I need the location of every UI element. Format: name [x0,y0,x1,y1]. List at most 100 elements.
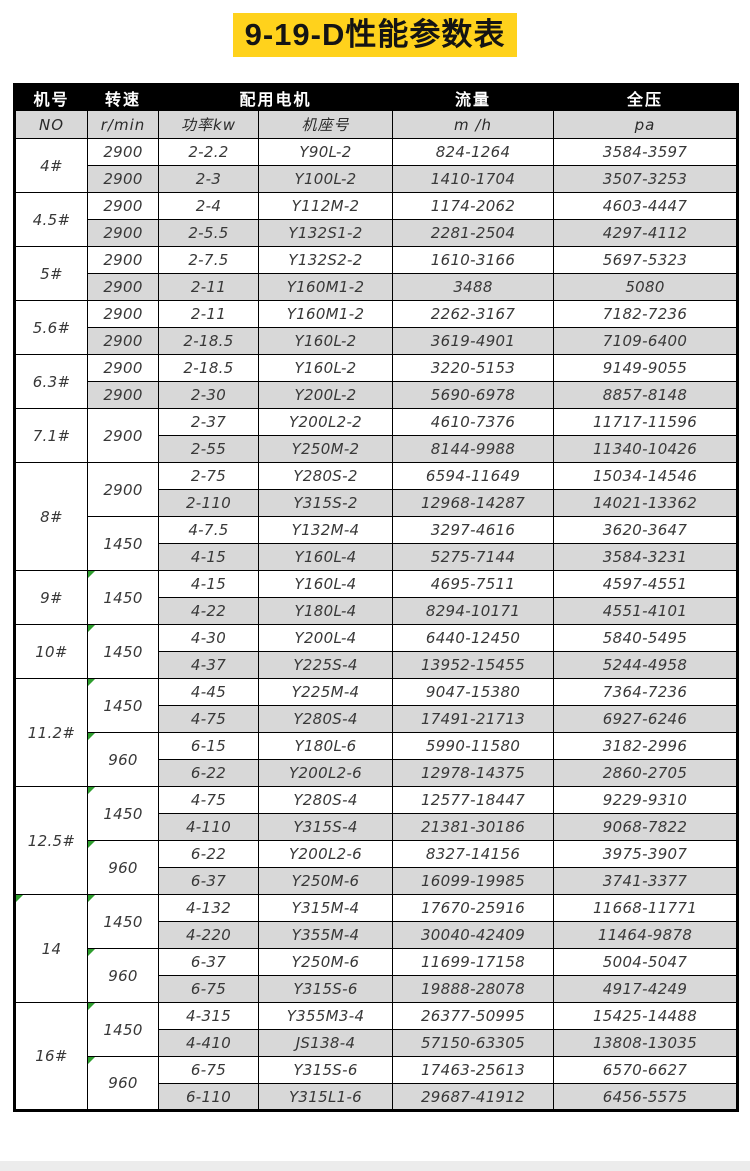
cell-pressure: 14021-13362 [553,489,739,517]
cell-power: 4-220 [158,921,259,949]
table-row: 7.1# 2900 2-37 Y200L2-2 4610-7376 11717-11596 [14,408,739,463]
cell-text: 5990-11580 [425,737,521,755]
header-speed: 转速 [87,84,159,111]
cell-text: 9068-7822 [602,818,688,836]
cell-text: 3488 [453,278,493,296]
cell-power: 4-110 [158,813,259,841]
cell-flow: 57150-63305 [392,1029,555,1057]
cell-flow: 8294-10171 [392,597,555,625]
cell-corner-flag-icon [88,1003,95,1010]
cell-text: 5004-5047 [602,953,688,971]
cell-text: Y355M3-4 [286,1007,365,1025]
header-unit-frame: 机座号 [257,110,394,139]
table-row: 4-37 Y225S-4 13952-15455 5244-4958 [15,651,739,679]
cell-power: 4-75 [158,786,259,814]
cell-fan-no: 10# [14,624,88,679]
cell-frame: Y355M3-4 [257,1002,394,1030]
cell-pressure: 11668-11771 [553,894,739,922]
cell-pressure: 3507-3253 [553,165,739,193]
cell-speed: 1450 [87,678,159,733]
cell-text: 4-315 [185,1007,232,1025]
cell-frame: Y160L-2 [257,354,394,382]
cell-text: 11.2# [27,723,76,742]
table-row: 8# 2900 2-75 Y280S-2 6594-11649 15034-14546 [14,462,739,571]
cell-frame: Y180L-6 [257,732,394,760]
table-row: 6-37 Y250M-6 16099-19985 3741-3377 [15,867,739,895]
cell-pressure: 5244-4958 [553,651,739,679]
cell-power: 2-5.5 [158,219,259,247]
table-row: 2900 2-5.5 Y132S1-2 2281-2504 4297-4112 [15,219,739,247]
cell-text: 6927-6246 [602,710,688,728]
cell-frame: Y200L-2 [257,381,394,409]
cell-text: 960 [108,858,138,877]
cell-text: 2900 [103,143,143,161]
cell-text: 1450 [103,642,143,661]
cell-text: 4603-4447 [602,197,688,215]
cell-text: 6594-11649 [425,467,521,485]
cell-flow: 21381-30186 [392,813,555,841]
table-row: 5.6# 2900 2-11 Y160M1-2 2262-3167 7182-7236 [14,300,739,355]
cell-speed: 2900 [87,246,159,274]
cell-pressure: 5080 [553,273,739,301]
cell-fan-no: 6.3# [14,354,88,409]
cell-fan-no: 8# [14,462,88,571]
cell-flow: 1174-2062 [392,192,555,220]
cell-pressure: 5697-5323 [553,246,739,274]
cell-pressure: 5840-5495 [553,624,739,652]
cell-fan-no: 7.1# [14,408,88,463]
cell-flow: 26377-50995 [392,1002,555,1030]
cell-text: 3220-5153 [430,359,516,377]
cell-speed: 1450 [87,624,159,679]
cell-text: Y280S-2 [293,467,358,485]
cell-pressure: 4551-4101 [553,597,739,625]
cell-flow: 8144-9988 [392,435,555,463]
cell-pressure: 15425-14488 [553,1002,739,1030]
cell-speed: 1450 [87,516,159,571]
cell-text: 17463-25613 [420,1061,526,1079]
cell-speed: 1450 [87,1002,159,1057]
cell-pressure: 7364-7236 [553,678,739,706]
cell-text: 29687-41912 [420,1087,526,1106]
cell-text: 6-22 [190,845,227,863]
cell-text: 7182-7236 [602,305,688,323]
cell-frame: Y225S-4 [257,651,394,679]
cell-text: 12968-14287 [420,494,526,512]
cell-pressure: 3584-3597 [553,138,739,166]
cell-text: 21381-30186 [420,818,526,836]
cell-pressure: 4297-4112 [553,219,739,247]
cell-pressure: 11717-11596 [553,408,739,436]
cell-speed: 2900 [87,408,159,463]
cell-text: 14021-13362 [592,494,698,512]
table-row: 4-220 Y355M-4 30040-42409 11464-9878 [15,921,739,949]
cell-text: 1610-3166 [430,251,516,269]
table-row: 4-75 Y280S-4 17491-21713 6927-6246 [15,705,739,733]
cell-text: 3584-3597 [602,143,688,161]
cell-flow: 16099-19985 [392,867,555,895]
cell-text: 17491-21713 [420,710,526,728]
cell-corner-flag-icon [88,949,95,956]
cell-text: 2-75 [190,467,227,485]
cell-text: 4551-4101 [602,602,688,620]
cell-frame: Y200L2-2 [257,408,394,436]
cell-flow: 6594-11649 [392,462,555,490]
cell-text: Y160L-4 [294,575,357,593]
cell-text: 2-2.2 [188,143,229,161]
cell-text: 9047-15380 [425,683,521,701]
cell-frame: Y315S-2 [257,489,394,517]
table-row: 12.5# 1450 4-75 Y280S-4 12577-18447 9229-9310 [14,786,739,895]
cell-text: 57150-63305 [420,1034,526,1052]
cell-text: 3741-3377 [602,872,688,890]
cell-text: 14 [41,939,62,958]
table-row: 2-110 Y315S-2 12968-14287 14021-13362 [15,489,739,517]
cell-text: 2900 [103,480,143,499]
cell-flow: 30040-42409 [392,921,555,949]
cell-text: 12978-14375 [420,764,526,782]
cell-pressure: 15034-14546 [553,462,739,490]
cell-speed: 2900 [87,138,159,166]
cell-pressure: 4603-4447 [553,192,739,220]
table-row: 2900 2-11 Y160M1-2 3488 5080 [15,273,739,301]
cell-text: 5697-5323 [602,251,688,269]
table-header-row-units: NO r/min 功率kw 机座号 m /h pa [14,110,739,139]
header-unit-flow: m /h [392,110,555,139]
cell-pressure: 2860-2705 [553,759,739,787]
